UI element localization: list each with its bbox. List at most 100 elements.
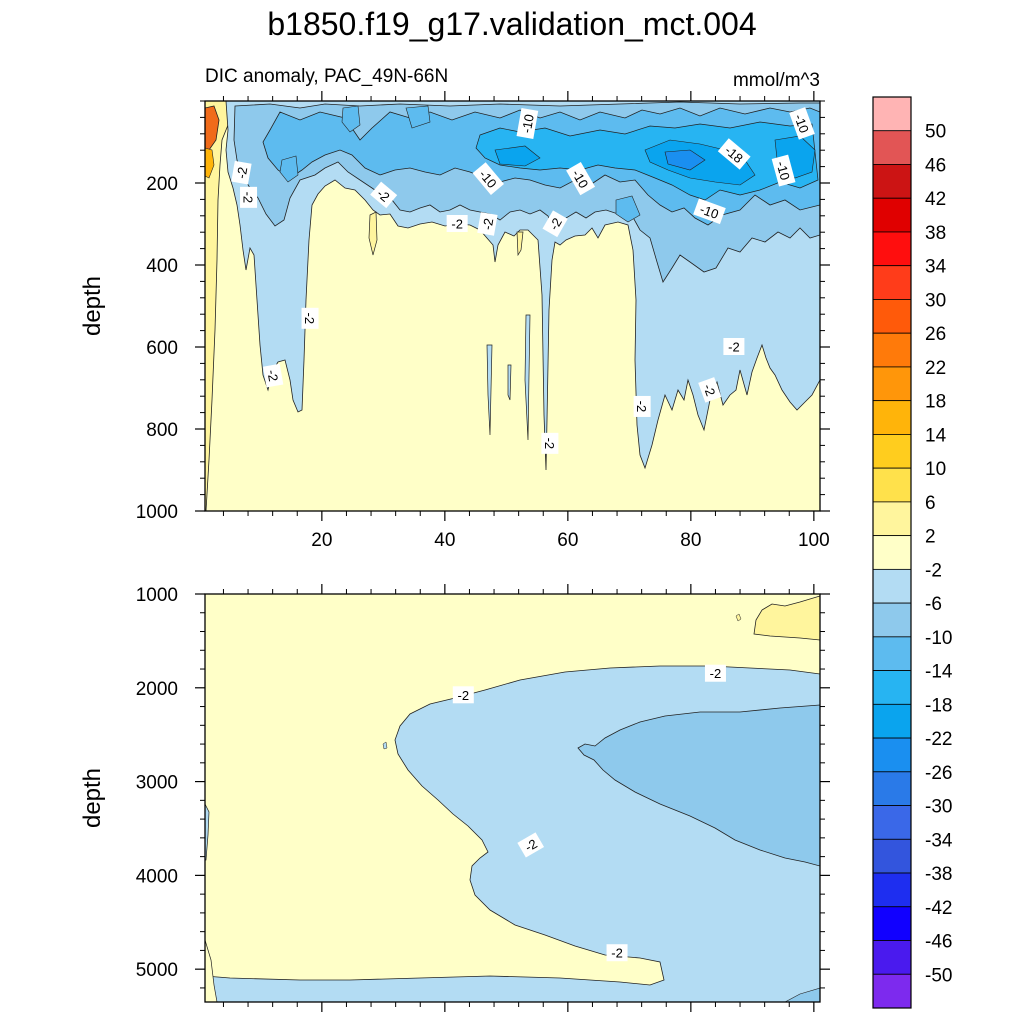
contour-label-box — [541, 432, 559, 454]
colorbar-label: -34 — [925, 830, 953, 851]
contour-label: -2 — [541, 432, 559, 454]
contour-label-text: -2 — [700, 382, 718, 398]
colorbar-label: -50 — [925, 965, 952, 986]
colorbar-label: -38 — [925, 864, 952, 885]
colorbar-swatch — [872, 973, 912, 1009]
contour-label: -10 — [566, 162, 596, 196]
upper-depth-panel: DIC anomaly, PAC_49N-66N mmol/m^3 — [79, 66, 830, 551]
contour-label: -2 — [606, 944, 628, 962]
top-fill-orange — [205, 147, 215, 179]
x-tick-label: 20 — [311, 530, 332, 551]
colorbar-label: 26 — [925, 324, 946, 345]
colorbar-label: -26 — [925, 763, 952, 784]
contour-label: -2 — [301, 307, 319, 329]
bottom-contour-labels: -2 -2 -2 -2 — [452, 664, 726, 962]
top-y-ticks: 200 400 600 800 1000 — [136, 174, 178, 523]
y-tick-label: 600 — [146, 338, 178, 359]
contour-label-text: -10 — [791, 112, 812, 135]
colorbar-swatch — [872, 197, 912, 233]
contour-label: -2 — [446, 215, 468, 232]
contour-label: -10 — [771, 154, 796, 187]
colorbar-label: 38 — [925, 223, 946, 244]
top-fill-neg2-strand-b — [507, 364, 512, 401]
x-tick-label: 100 — [798, 530, 830, 551]
contour-label: -2 — [231, 160, 252, 185]
colorbar-swatch — [872, 332, 912, 368]
contour-label-box — [693, 198, 726, 225]
y-tick-label: 5000 — [136, 960, 178, 981]
top-fill-neg2-strand-c — [524, 314, 531, 441]
contour-label-box — [516, 107, 539, 139]
contour-label-text: -2 — [234, 166, 251, 180]
top-fill-neg10-bulge-b — [279, 155, 299, 183]
x-tick-label: 40 — [434, 530, 455, 551]
colorbar-swatch — [872, 940, 912, 975]
colorbar-swatch — [872, 130, 912, 165]
contour-label: -2 — [698, 377, 722, 403]
colorbar-label: 34 — [925, 257, 947, 278]
colorbar-swatch — [872, 602, 912, 638]
colorbar-swatch — [872, 231, 912, 267]
colorbar-frame — [872, 96, 912, 1009]
colorbar-swatch — [872, 872, 912, 908]
y-tick-label: 1000 — [136, 585, 178, 606]
colorbar-swatch — [872, 164, 912, 199]
contour-label-box — [301, 307, 319, 329]
contour-label: -2 — [633, 395, 651, 417]
contour-label-box — [262, 363, 284, 388]
bottom-fill-neg6-corner — [784, 987, 820, 1002]
contour-label-box — [698, 377, 722, 403]
colorbar: 50 46 42 38 34 30 26 22 18 14 10 6 2 -2 -6 -10 -14 -18 -22… — [872, 96, 953, 1009]
contour-label-box — [771, 154, 796, 187]
bottom-fill-neg6 — [577, 704, 820, 867]
contour-label-box — [633, 395, 651, 417]
y-tick-label: 4000 — [136, 866, 178, 887]
colorbar-swatch — [872, 838, 912, 874]
colorbar-swatch — [872, 434, 912, 469]
colorbar-swatch — [872, 467, 912, 503]
colorbar-swatch — [872, 737, 912, 773]
contour-label-box — [477, 212, 498, 236]
top-fill-neg10-bulge-c — [405, 105, 431, 129]
colorbar-swatch — [872, 535, 912, 570]
top-contour-field — [205, 101, 820, 511]
contour-label: -2 — [240, 186, 258, 208]
top-fill-warm-strand-a — [368, 211, 378, 256]
top-fill-hot-core — [205, 105, 220, 151]
contour-label-text: -2 — [542, 438, 557, 450]
top-fill-neg2-strand-a — [486, 344, 493, 436]
colorbar-label: 46 — [925, 155, 946, 176]
colorbar-swatch — [872, 670, 912, 705]
x-tick-label: 60 — [557, 530, 578, 551]
top-fill-warm-strand-b — [516, 231, 524, 257]
top-subtitle-right: mmol/m^3 — [733, 70, 820, 91]
colorbar-label: 10 — [925, 459, 946, 480]
y-tick-label: 2000 — [136, 679, 178, 700]
contour-label-box — [717, 138, 751, 170]
contour-label-text: -2 — [480, 217, 497, 231]
lower-depth-panel: 1000 2000 3000 4000 5000 -2 -2 -2 -2 depth — [79, 584, 830, 1012]
colorbar-label: -46 — [925, 932, 952, 953]
y-tick-label: 800 — [146, 420, 178, 441]
colorbar-swatch — [872, 703, 912, 739]
contour-label-box — [240, 186, 258, 208]
colorbar-label: 50 — [925, 122, 946, 143]
contour-label-text: -10 — [698, 201, 721, 222]
colorbar-label: -2 — [925, 560, 942, 581]
colorbar-swatch — [872, 400, 912, 435]
contour-label-text: -2 — [728, 340, 740, 355]
colorbar-label: 42 — [925, 189, 946, 210]
contour-label: -2 — [517, 832, 545, 858]
contour-label-box — [446, 215, 468, 232]
colorbar-label: 18 — [925, 392, 946, 413]
contour-label: -2 — [262, 363, 284, 388]
top-fill-neg22 — [664, 149, 706, 171]
colorbar-swatch — [872, 805, 912, 840]
contour-label-box — [723, 338, 745, 355]
colorbar-label: -22 — [925, 729, 952, 750]
chart-title: b1850.f19_g17.validation_mct.004 — [267, 6, 756, 42]
contour-label-text: -2 — [710, 666, 722, 681]
y-tick-label: 1000 — [136, 502, 178, 523]
bottom-fill-warm — [753, 595, 820, 641]
